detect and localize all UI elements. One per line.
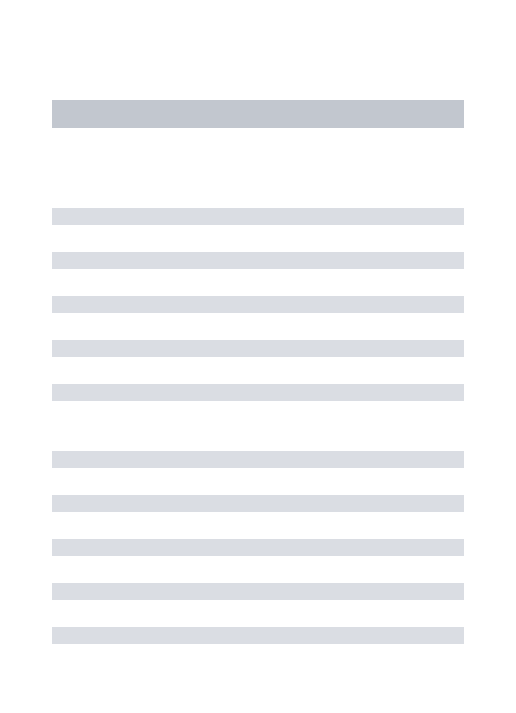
text-line-placeholder (52, 583, 464, 600)
title-placeholder (52, 100, 464, 128)
text-line-placeholder (52, 252, 464, 269)
document-skeleton (0, 0, 516, 713)
text-line-placeholder (52, 340, 464, 357)
text-block (52, 451, 464, 644)
text-line-placeholder (52, 539, 464, 556)
text-block (52, 208, 464, 401)
text-line-placeholder (52, 627, 464, 644)
text-line-placeholder (52, 296, 464, 313)
text-line-placeholder (52, 451, 464, 468)
text-line-placeholder (52, 495, 464, 512)
text-line-placeholder (52, 208, 464, 225)
content-sections (52, 208, 464, 644)
text-line-placeholder (52, 384, 464, 401)
